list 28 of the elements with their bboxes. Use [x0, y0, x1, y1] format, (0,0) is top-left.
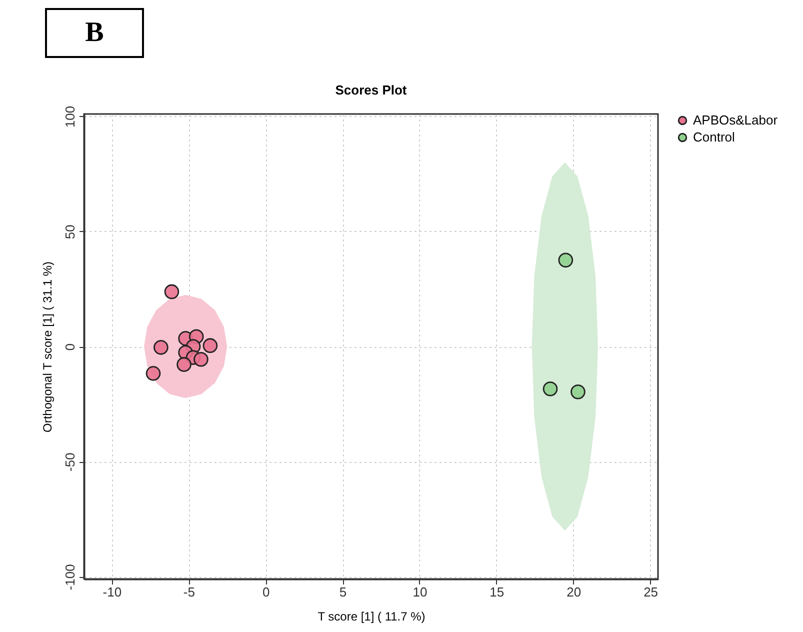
- x-tick-label: -10: [102, 584, 122, 600]
- point: [558, 252, 574, 268]
- legend-label: APBOs&Labor: [693, 112, 778, 128]
- y-tick-label: -100: [62, 564, 78, 590]
- x-tick-label: 15: [490, 584, 504, 600]
- y-tick-label: 0: [62, 343, 78, 351]
- x-axis-title: T score [1] ( 11.7 %): [318, 610, 426, 624]
- x-tick-label: 20: [566, 584, 582, 600]
- y-tick-label: 100: [62, 106, 78, 128]
- x-tick-label: 0: [262, 584, 270, 600]
- point: [154, 340, 168, 355]
- point: [194, 352, 208, 367]
- point: [146, 366, 161, 381]
- y-tick-label: 50: [62, 224, 78, 240]
- point: [164, 284, 180, 300]
- x-tick-label: 25: [644, 584, 658, 600]
- legend-label: Control: [693, 130, 736, 144]
- point: [570, 384, 586, 400]
- point: [202, 338, 218, 353]
- text: B: [45, 8, 144, 58]
- y-axis-title: Orthogonal T score [1] ( 31.1 %): [40, 262, 54, 432]
- chart-title: Scores Plot: [335, 82, 408, 98]
- x-tick-label: 10: [412, 584, 428, 600]
- y-tick-label: -50: [62, 452, 78, 472]
- x-tick-label: -5: [183, 584, 195, 600]
- point: [176, 357, 192, 372]
- x-tick-label: 5: [339, 584, 347, 600]
- point: [542, 381, 558, 396]
